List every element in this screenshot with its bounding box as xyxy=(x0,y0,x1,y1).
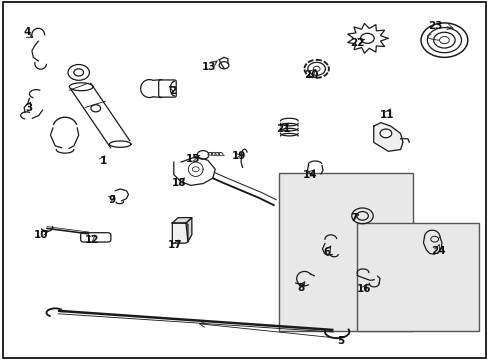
Text: 24: 24 xyxy=(430,246,445,256)
Text: 23: 23 xyxy=(427,21,442,31)
Text: 7: 7 xyxy=(350,213,357,223)
Text: 10: 10 xyxy=(34,230,48,240)
Polygon shape xyxy=(172,223,187,243)
Text: 15: 15 xyxy=(185,154,200,164)
Text: 1: 1 xyxy=(99,156,106,166)
Text: 14: 14 xyxy=(303,170,317,180)
Text: 13: 13 xyxy=(202,62,216,72)
Text: 4: 4 xyxy=(24,27,31,37)
Text: 21: 21 xyxy=(275,124,290,134)
Text: 6: 6 xyxy=(323,247,330,257)
Text: 16: 16 xyxy=(356,284,370,294)
Text: 17: 17 xyxy=(167,240,182,250)
Text: 20: 20 xyxy=(304,70,318,80)
Bar xyxy=(278,173,412,330)
Text: 8: 8 xyxy=(296,283,304,293)
Bar xyxy=(356,223,478,330)
Text: 11: 11 xyxy=(379,110,393,120)
Text: 2: 2 xyxy=(168,86,176,96)
Text: 22: 22 xyxy=(350,38,364,48)
Polygon shape xyxy=(185,218,191,242)
Text: 5: 5 xyxy=(337,336,344,346)
Polygon shape xyxy=(172,218,191,223)
Text: 18: 18 xyxy=(171,177,185,188)
Text: 9: 9 xyxy=(108,195,115,206)
Circle shape xyxy=(379,129,391,138)
Polygon shape xyxy=(373,123,402,151)
Text: 3: 3 xyxy=(25,103,33,113)
Text: 12: 12 xyxy=(85,235,100,245)
Text: 19: 19 xyxy=(231,150,245,161)
